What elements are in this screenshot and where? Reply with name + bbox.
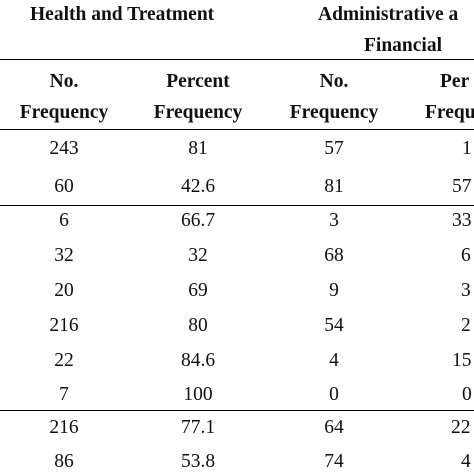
col-4-header-bottom: Frequ [425,102,474,123]
table-cell: 0 [462,384,472,405]
table-cell: 7 [59,384,69,405]
table-cell: 54 [324,315,344,336]
table-cell: 1 [462,138,472,159]
table-cell: 100 [183,384,213,405]
header-rule [0,59,474,60]
section-rule [0,205,474,206]
table-cell: 68 [324,245,344,266]
group-header-health-treatment: Health and Treatment [30,4,215,25]
table-cell: 77.1 [180,417,216,438]
col-3-header-top: No. [319,71,349,92]
group-header-financial: Financial [364,35,443,56]
table-cell: 22 [451,417,471,438]
col-1-header-top: No. [49,71,79,92]
table-cell: 53.8 [180,451,216,472]
table-cell: 33 [452,210,472,231]
table-cell: 22 [54,350,74,371]
table-cell: 243 [49,138,79,159]
table-cell: 74 [324,451,344,472]
table-cell: 216 [49,417,79,438]
table-cell: 6 [461,245,471,266]
table-cell: 4 [461,451,471,472]
table-cell: 64 [324,417,344,438]
table-cell: 2 [461,315,471,336]
table-cell: 4 [329,350,339,371]
col-1-header-bottom: Frequency [19,102,109,123]
table-cell: 20 [54,280,74,301]
table-cell: 216 [49,315,79,336]
table-cell: 9 [329,280,339,301]
table-cell: 0 [329,384,339,405]
group-header-administrative: Administrative a [318,4,459,25]
table-cell: 60 [54,176,74,197]
table-cell: 15 [452,350,472,371]
table-cell: 6 [59,210,69,231]
col-2-header-top: Percent [166,71,230,92]
col-2-header-bottom: Frequency [153,102,243,123]
header-bottom-rule [0,129,474,130]
table-cell: 3 [461,280,471,301]
table-cell: 81 [324,176,344,197]
table-cell: 66.7 [180,210,216,231]
table-cell: 80 [188,315,208,336]
table-cell: 3 [329,210,339,231]
section-rule [0,410,474,411]
col-4-header-top: Per [440,71,470,92]
table-cell: 32 [188,245,208,266]
col-3-header-bottom: Frequency [289,102,379,123]
table-cell: 84.6 [180,350,216,371]
table-cell: 69 [188,280,208,301]
table-cell: 32 [54,245,74,266]
table-cell: 86 [54,451,74,472]
table-cell: 57 [324,138,344,159]
table-cell: 81 [188,138,208,159]
table-cell: 42.6 [180,176,216,197]
table-cell: 57 [452,176,472,197]
